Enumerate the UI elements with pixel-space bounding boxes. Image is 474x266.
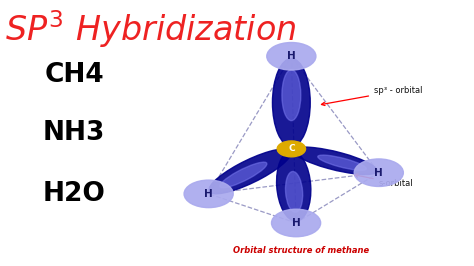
Text: H: H bbox=[287, 51, 296, 61]
Circle shape bbox=[354, 159, 403, 186]
Text: NH3: NH3 bbox=[43, 120, 105, 146]
Ellipse shape bbox=[273, 59, 310, 147]
Circle shape bbox=[267, 43, 316, 70]
Ellipse shape bbox=[276, 151, 311, 221]
Ellipse shape bbox=[209, 149, 291, 194]
Text: $\mathbf{\mathit{SP^3}}$$\mathbf{\mathit{\ Hybridization}}$: $\mathbf{\mathit{SP^3}}$$\mathbf{\mathit… bbox=[5, 9, 297, 51]
Circle shape bbox=[272, 209, 320, 237]
Text: H: H bbox=[374, 168, 383, 178]
Text: s-orbital: s-orbital bbox=[355, 174, 413, 188]
Text: H2O: H2O bbox=[43, 181, 105, 207]
Text: H: H bbox=[204, 189, 213, 199]
Ellipse shape bbox=[318, 155, 366, 170]
Ellipse shape bbox=[285, 172, 303, 212]
Text: H: H bbox=[292, 218, 301, 228]
Text: sp³ - orbital: sp³ - orbital bbox=[321, 86, 422, 106]
Text: C: C bbox=[288, 144, 295, 153]
Text: CH4: CH4 bbox=[44, 62, 104, 88]
Circle shape bbox=[277, 141, 306, 157]
Text: Orbital structure of methane: Orbital structure of methane bbox=[233, 246, 369, 255]
Ellipse shape bbox=[220, 162, 267, 188]
Ellipse shape bbox=[293, 147, 377, 174]
Ellipse shape bbox=[282, 70, 301, 120]
Circle shape bbox=[184, 180, 233, 208]
